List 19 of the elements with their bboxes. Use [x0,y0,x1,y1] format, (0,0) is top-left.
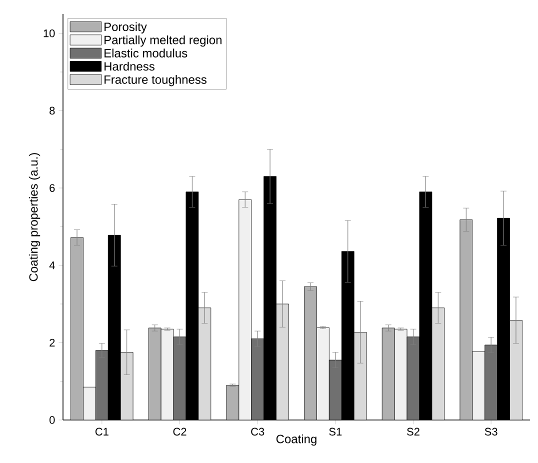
legend-label: Elastic modulus [104,48,188,58]
y-tick-label: 4 [49,262,55,270]
x-tick-label: C2 [173,428,186,436]
y-tick-label: 0 [50,416,55,424]
legend-label: Hardness [104,62,154,71]
x-tick-label: S2 [407,428,420,436]
y-tick-label: 10 [44,29,55,38]
y-tick-label: 2 [50,338,55,346]
x-tick-label: C3 [251,428,264,436]
legend-label: Partially melted region [104,35,222,47]
legend-label: Porosity [104,22,147,34]
x-tick-label: C1 [95,428,108,436]
legend-label: Fracture toughness [104,75,207,86]
x-tick-label: S3 [484,428,498,436]
x-tick-label: S1 [329,428,342,436]
y-axis-title: Coating properties (a.u.) [28,153,40,282]
y-tick-label: 8 [50,106,55,115]
x-axis-title: Coating [276,434,316,446]
y-tick-label: 6 [50,184,55,192]
